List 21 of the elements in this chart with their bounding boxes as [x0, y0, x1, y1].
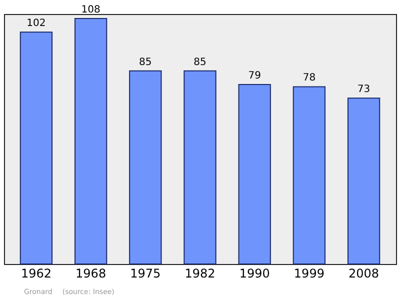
- x-tick-label: 1982: [184, 266, 216, 280]
- x-tick-label: 2008: [348, 266, 380, 280]
- bar: [74, 18, 108, 264]
- bar: [129, 70, 162, 264]
- x-tick-label: 1962: [20, 266, 52, 280]
- data-label: 73: [357, 84, 370, 96]
- bar: [292, 86, 326, 264]
- bar: [238, 84, 271, 264]
- data-label: 85: [139, 56, 152, 68]
- data-label: 108: [81, 4, 100, 16]
- x-tick-label: 1968: [76, 266, 106, 280]
- x-tick-label: 1990: [239, 266, 270, 280]
- bar: [347, 98, 380, 264]
- data-label: 85: [194, 56, 206, 68]
- bar: [184, 70, 216, 264]
- bar: [20, 32, 53, 264]
- data-label: 102: [26, 18, 46, 30]
- x-tick-label: 1999: [294, 266, 324, 280]
- data-label: 78: [302, 72, 316, 84]
- x-tick-label: 1975: [130, 266, 161, 280]
- data-label: 79: [248, 70, 261, 82]
